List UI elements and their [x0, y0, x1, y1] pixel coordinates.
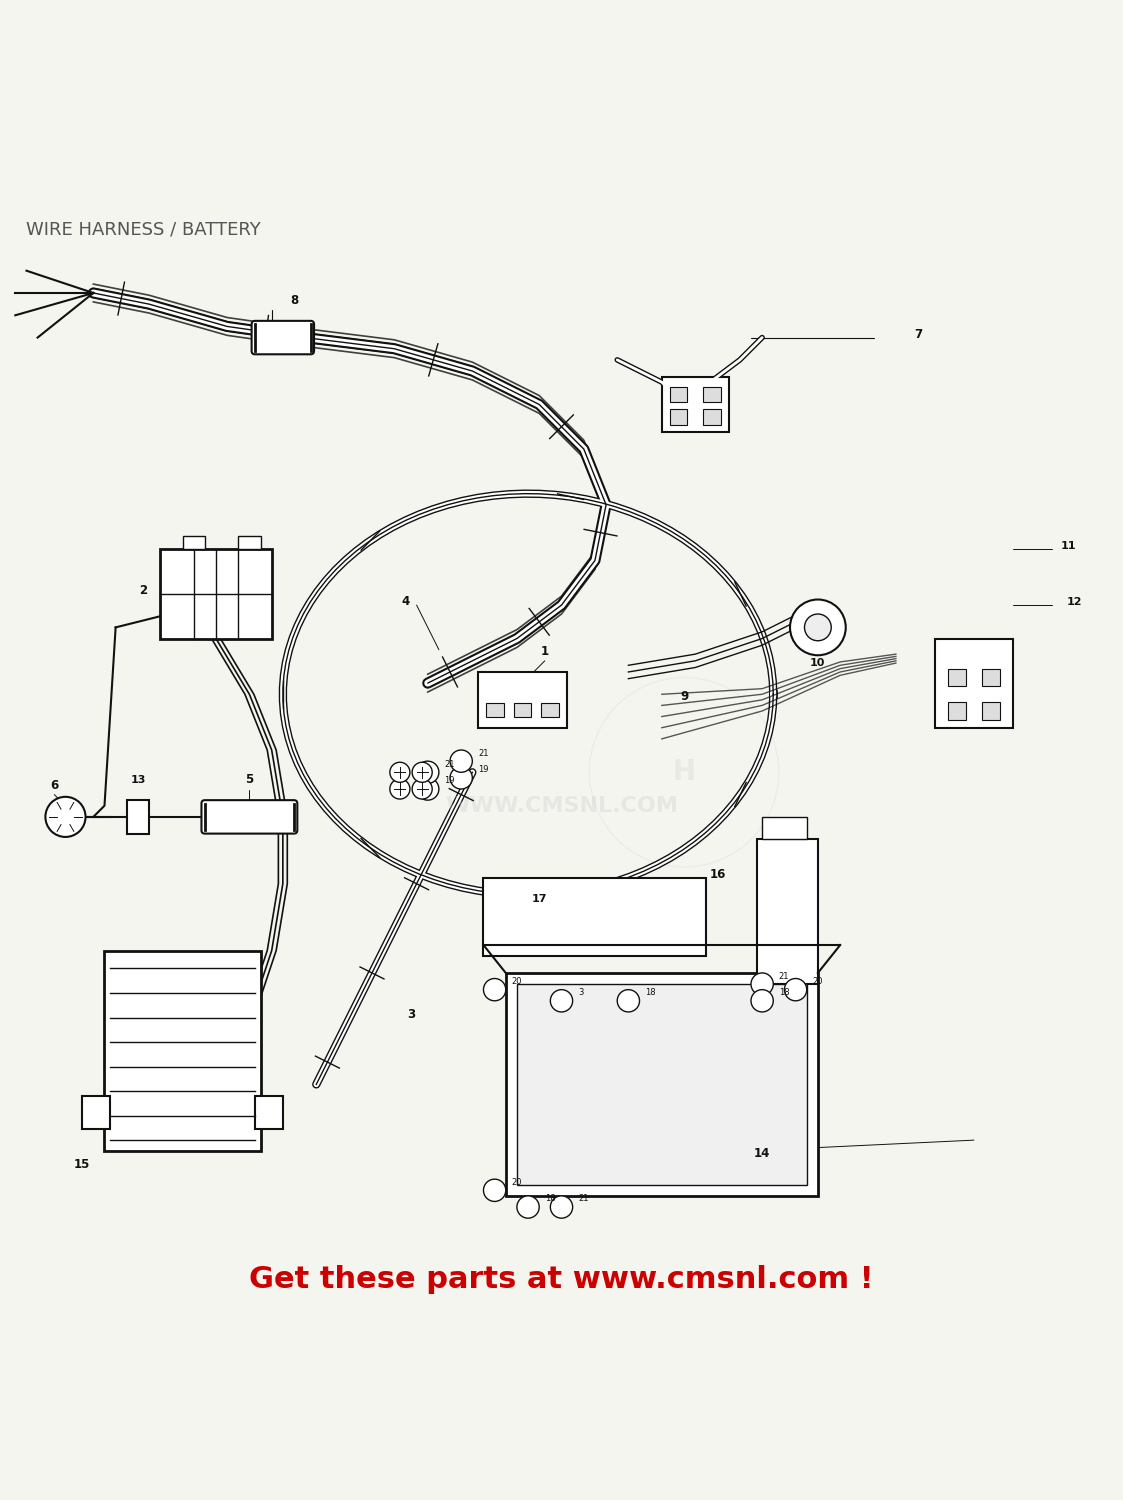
Text: 17: 17 — [531, 894, 547, 903]
Circle shape — [550, 1196, 573, 1218]
Text: Get these parts at www.cmsnl.com !: Get these parts at www.cmsnl.com ! — [249, 1264, 874, 1294]
FancyBboxPatch shape — [517, 984, 806, 1185]
Bar — [513, 704, 531, 717]
Circle shape — [550, 990, 573, 1012]
Circle shape — [417, 760, 439, 783]
Circle shape — [390, 778, 410, 800]
Text: 20: 20 — [511, 976, 522, 986]
Circle shape — [45, 796, 85, 837]
Bar — [982, 669, 999, 687]
Circle shape — [412, 778, 432, 800]
FancyBboxPatch shape — [757, 839, 818, 984]
Text: 15: 15 — [74, 1158, 90, 1172]
Text: 4: 4 — [401, 596, 410, 608]
Circle shape — [484, 978, 505, 1000]
FancyBboxPatch shape — [935, 639, 1013, 728]
Text: 19: 19 — [478, 765, 489, 774]
Text: 19: 19 — [445, 777, 455, 786]
Text: 20: 20 — [511, 1178, 522, 1186]
Text: WIRE HARNESS / BATTERY: WIRE HARNESS / BATTERY — [27, 220, 262, 238]
Bar — [948, 702, 966, 720]
Circle shape — [751, 990, 774, 1012]
Circle shape — [450, 766, 473, 789]
Text: WWW.CMSNL.COM: WWW.CMSNL.COM — [445, 795, 678, 816]
Text: 18: 18 — [645, 988, 656, 998]
Text: 3: 3 — [578, 988, 584, 998]
FancyBboxPatch shape — [484, 878, 706, 956]
Circle shape — [517, 1196, 539, 1218]
FancyBboxPatch shape — [127, 800, 149, 834]
Circle shape — [390, 762, 410, 783]
FancyBboxPatch shape — [161, 549, 272, 639]
Text: 7: 7 — [914, 327, 922, 340]
Text: 12: 12 — [1067, 597, 1081, 608]
Bar — [541, 704, 559, 717]
Text: 18: 18 — [779, 988, 789, 998]
FancyBboxPatch shape — [201, 800, 298, 834]
Bar — [948, 669, 966, 687]
Text: 21: 21 — [578, 1194, 588, 1203]
Text: 11: 11 — [1061, 542, 1077, 552]
Text: 18: 18 — [545, 1194, 556, 1203]
Circle shape — [789, 600, 846, 656]
Text: 21: 21 — [478, 748, 489, 758]
FancyBboxPatch shape — [104, 951, 261, 1152]
Text: 9: 9 — [681, 690, 688, 703]
Circle shape — [751, 974, 774, 994]
FancyBboxPatch shape — [505, 974, 818, 1196]
Text: 21: 21 — [779, 972, 789, 981]
Text: 13: 13 — [130, 776, 146, 786]
FancyBboxPatch shape — [661, 376, 729, 432]
Bar — [982, 702, 999, 720]
Text: 3: 3 — [407, 1008, 416, 1020]
Bar — [703, 410, 721, 424]
Circle shape — [450, 750, 473, 772]
Text: 21: 21 — [445, 759, 455, 768]
FancyBboxPatch shape — [478, 672, 567, 728]
Bar — [669, 410, 687, 424]
Text: 1: 1 — [540, 645, 549, 658]
Text: 8: 8 — [290, 294, 298, 307]
Text: 10: 10 — [810, 658, 825, 669]
FancyBboxPatch shape — [255, 1095, 283, 1130]
Bar — [703, 387, 721, 402]
Circle shape — [804, 614, 831, 640]
Circle shape — [618, 990, 639, 1012]
Text: 5: 5 — [245, 774, 254, 786]
Bar — [669, 387, 687, 402]
Circle shape — [484, 1179, 505, 1202]
Text: 20: 20 — [812, 976, 823, 986]
Text: H: H — [673, 759, 695, 786]
Bar — [486, 704, 503, 717]
Circle shape — [785, 978, 806, 1000]
Text: 6: 6 — [51, 778, 58, 792]
FancyBboxPatch shape — [252, 321, 314, 354]
FancyBboxPatch shape — [82, 1095, 110, 1130]
Circle shape — [417, 778, 439, 800]
FancyBboxPatch shape — [763, 818, 806, 839]
Text: 14: 14 — [754, 1148, 770, 1160]
Text: 16: 16 — [710, 868, 725, 880]
Bar — [183, 536, 204, 549]
Bar — [238, 536, 261, 549]
Text: 2: 2 — [139, 584, 147, 597]
Circle shape — [412, 762, 432, 783]
